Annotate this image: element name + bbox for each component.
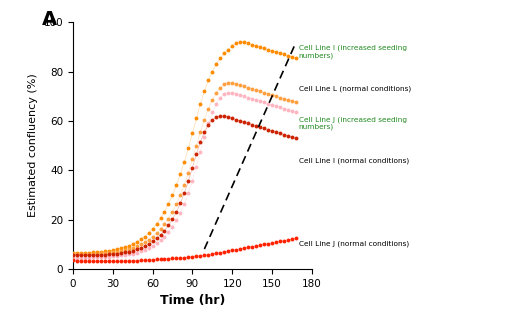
Text: Cell Line I (normal conditions): Cell Line I (normal conditions) (298, 157, 409, 164)
Text: Cell Line J (normal conditions): Cell Line J (normal conditions) (298, 241, 409, 247)
Y-axis label: Estimated confluency (%): Estimated confluency (%) (28, 74, 38, 218)
Text: Cell Line L (normal conditions): Cell Line L (normal conditions) (298, 86, 411, 92)
Text: Cell Line J (increased seeding
numbers): Cell Line J (increased seeding numbers) (298, 116, 407, 131)
X-axis label: Time (hr): Time (hr) (160, 294, 225, 307)
Text: Cell Line I (increased seeding
numbers): Cell Line I (increased seeding numbers) (298, 45, 407, 59)
Text: A: A (42, 10, 57, 29)
